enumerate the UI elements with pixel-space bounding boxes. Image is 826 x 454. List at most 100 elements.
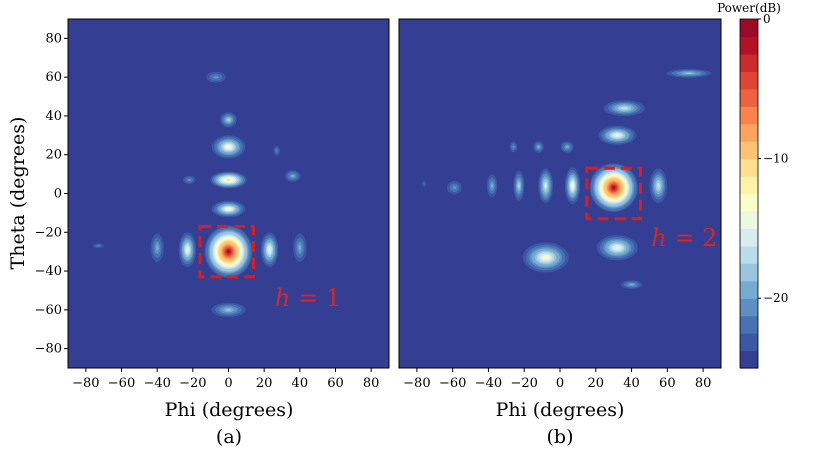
lobe-10: [290, 228, 309, 268]
lobe-13: [271, 143, 282, 159]
colorbar-swatch: [740, 350, 758, 369]
x-tick-label: 40: [292, 376, 309, 391]
lobe-7: [217, 110, 240, 130]
x-tick-label: 60: [659, 376, 676, 391]
panel-label-a: (a): [216, 426, 242, 448]
colorbar-swatch: [740, 106, 758, 125]
colorbar-frame: [739, 18, 759, 369]
colorbar-tick-label: −10: [763, 152, 788, 166]
lobe-14: [89, 241, 108, 250]
colorbar-swatch: [740, 315, 758, 334]
y-tick-label: −80: [35, 342, 62, 357]
y-tick-label: 80: [45, 31, 62, 46]
x-tick-label: 20: [256, 376, 273, 391]
colorbar-swatch: [740, 263, 758, 282]
colorbar-swatches: [739, 18, 759, 369]
highlight-box: [198, 224, 255, 279]
colorbar-swatch: [740, 193, 758, 212]
colorbar-swatch: [740, 280, 758, 299]
colorbar-swatch: [740, 158, 758, 177]
lobe-7: [420, 177, 428, 190]
lobe-14: [518, 240, 573, 275]
lobe-15: [617, 278, 646, 291]
lobe-3: [511, 166, 527, 206]
x-axis-label-a: Phi (degrees): [165, 399, 294, 421]
colorbar-title: Power(dB): [717, 1, 781, 15]
x-tick-label: −20: [511, 376, 538, 391]
lobe-16: [658, 67, 720, 80]
lobe-3: [205, 300, 252, 320]
colorbar-swatch: [740, 210, 758, 229]
lobe-12: [282, 168, 304, 184]
colorbar-swatch: [740, 53, 758, 72]
lobe-2: [536, 164, 555, 208]
x-tick-label: −60: [439, 376, 466, 391]
lobe-0: [586, 160, 641, 215]
x-tick-label: 80: [363, 376, 380, 391]
lobe-6: [443, 177, 466, 198]
lobe-12: [531, 139, 546, 155]
y-tick-label: 0: [54, 187, 62, 202]
lobe-11: [558, 139, 577, 155]
colorbar-swatch: [740, 71, 758, 90]
colorbar: Power(dB) 0 −10 −20: [717, 1, 788, 369]
colorbar-swatch: [740, 123, 758, 142]
x-tick-label: −80: [403, 376, 430, 391]
lobes: [89, 69, 309, 320]
x-tick-label: 20: [588, 376, 605, 391]
tick-labels-a: −80 −60 −40 −20 0 20 40 60 80 −80 −60 −40 −20 0 20 40 60…: [35, 31, 380, 391]
plot-area-b: h = 2: [398, 18, 722, 369]
colorbar-tick-label: −20: [763, 291, 788, 305]
lobe-10: [599, 98, 650, 118]
y-tick-label: −60: [35, 303, 62, 318]
x-tick-label: −40: [475, 376, 502, 391]
annotation-label: h = 1: [275, 284, 341, 312]
heatmap-panel-b: h = 2 −80 −60 −40 −20 0 20 40 60 80 Phi (degrees…: [398, 18, 722, 448]
x-tick-label: 0: [224, 376, 232, 391]
lobe-13: [508, 139, 519, 155]
panel-label-b: (b): [547, 426, 574, 448]
highlight-box: [585, 166, 642, 221]
colorbar-swatch: [740, 176, 758, 195]
lobe-4: [208, 199, 249, 219]
annotation-label: h = 2: [651, 224, 717, 252]
y-tick-label: 40: [45, 109, 62, 124]
colorbar-swatch: [740, 228, 758, 247]
x-tick-label: −80: [72, 376, 99, 391]
x-tick-label: 40: [623, 376, 640, 391]
y-tick-label: −20: [35, 225, 62, 240]
colorbar-swatch: [740, 245, 758, 264]
colorbar-swatch: [740, 36, 758, 55]
colorbar-swatch: [740, 19, 758, 38]
lobe-1: [563, 164, 582, 208]
y-tick-label: 20: [45, 148, 62, 163]
colorbar-swatch: [740, 333, 758, 352]
lobe-2: [258, 228, 281, 272]
colorbar-tick-labels: 0 −10 −20: [758, 12, 788, 305]
lobe-8: [201, 69, 231, 85]
lobe-5: [207, 170, 250, 190]
lobe-1: [176, 228, 199, 272]
y-tick-label: 60: [45, 70, 62, 85]
lobe-9: [593, 123, 641, 147]
lobe-6: [208, 133, 249, 161]
lobe-11: [180, 174, 199, 186]
x-tick-label: 60: [327, 376, 344, 391]
y-axis-label-a: Theta (degrees): [7, 117, 29, 270]
x-tick-label: 80: [695, 376, 712, 391]
colorbar-swatch: [740, 88, 758, 107]
x-tick-label: −40: [143, 376, 170, 391]
lobes: [420, 67, 720, 291]
x-tick-label: 0: [556, 376, 564, 391]
y-tick-label: −40: [35, 264, 62, 279]
plot-area-a: h = 1: [67, 18, 390, 369]
lobe-0: [201, 222, 256, 281]
colorbar-tick-label: 0: [763, 12, 771, 26]
lobe-5: [647, 164, 670, 208]
heatmap-panel-a: h = 1 −80 −60 −40 −20 0 20 40 60 80 −80 −60 −40 −20 0…: [7, 18, 390, 448]
x-tick-label: −20: [179, 376, 206, 391]
lobe-4: [484, 170, 500, 202]
lobe-9: [148, 228, 167, 268]
colorbar-swatch: [740, 298, 758, 317]
